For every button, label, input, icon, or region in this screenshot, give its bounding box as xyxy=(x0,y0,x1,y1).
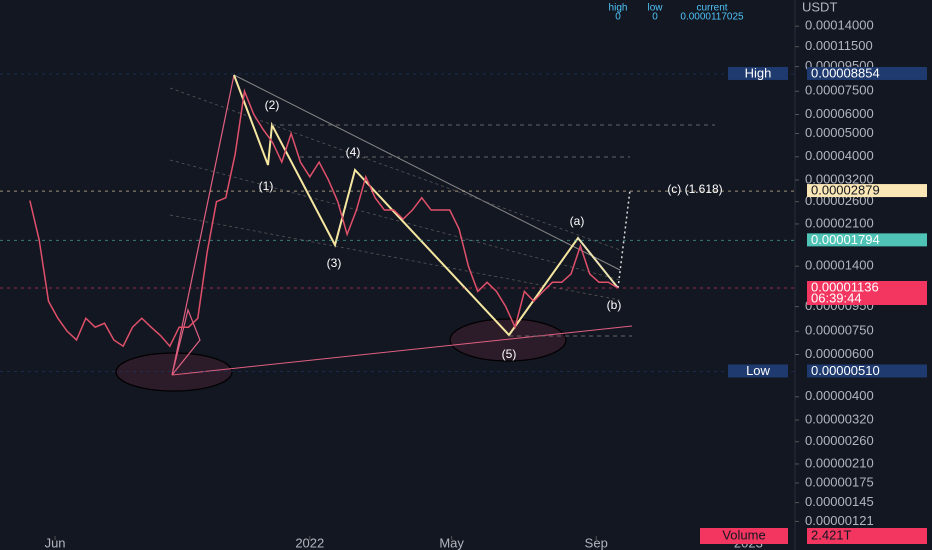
price-tag-label: 0.00001794 xyxy=(811,232,880,247)
channel-line xyxy=(169,87,621,251)
y-tick-label: 0.00000210 xyxy=(805,455,874,470)
x-tick-label: Jun xyxy=(45,535,66,550)
x-tick-label: 2022 xyxy=(295,535,324,550)
y-tick-label: 0.00003200 xyxy=(805,171,874,186)
y-tick-label: 0.00000400 xyxy=(805,388,874,403)
y-tick-label: 0.00001400 xyxy=(805,258,874,273)
price-tag xyxy=(807,184,927,198)
wave-label: (5) xyxy=(502,347,517,361)
wave-label: (1) xyxy=(259,179,274,193)
header-label: high xyxy=(609,3,628,14)
projection-line xyxy=(617,189,631,289)
wave-label: (4) xyxy=(346,145,361,159)
price-tag xyxy=(807,233,927,247)
price-tag-label: 0.00001136 xyxy=(811,279,879,294)
countdown: 06:39:44 xyxy=(811,290,862,305)
y-tick-label: 0.00014000 xyxy=(805,18,874,33)
wave-label: (a) xyxy=(570,214,585,228)
y-tick-label: 0.00011500 xyxy=(805,38,873,53)
price-tag xyxy=(807,364,927,378)
y-tick-label: 0.00000121 xyxy=(805,513,874,528)
wave-label: (b) xyxy=(607,298,622,312)
price-tag-label: 0.00002879 xyxy=(811,183,880,198)
price-tag-label: 0.00008854 xyxy=(811,65,880,80)
header-value: 0.0000117025 xyxy=(680,12,744,23)
x-tick-label: Sep xyxy=(585,535,608,550)
volume-value-box xyxy=(807,528,927,544)
tag-name-box xyxy=(728,66,788,80)
trend-line xyxy=(171,325,633,376)
wave-line xyxy=(233,74,619,337)
y-tick-label: 0.00000260 xyxy=(805,433,874,448)
price-tag xyxy=(807,66,927,80)
tag-name: Low xyxy=(746,363,770,378)
channel-line xyxy=(169,214,621,301)
price-line xyxy=(29,88,619,348)
axis-unit: USDT xyxy=(802,0,837,14)
y-tick-label: 0.00000320 xyxy=(805,412,874,427)
volume-name: Volume xyxy=(722,527,765,542)
volume-value: 2.421T xyxy=(811,527,852,542)
trend-line xyxy=(233,74,621,271)
wave-label: (2) xyxy=(265,98,280,112)
y-tick-label: 0.00000145 xyxy=(805,494,874,509)
y-tick-label: 0.00000600 xyxy=(805,346,874,361)
low-circle xyxy=(449,318,567,362)
header-label: low xyxy=(647,3,663,14)
y-tick-label: 0.00000750 xyxy=(805,323,874,338)
header-label: current xyxy=(696,3,727,14)
wave-label: (3) xyxy=(327,256,342,270)
y-tick-label: 0.00002100 xyxy=(805,215,874,230)
wave-drawing xyxy=(115,74,715,392)
wave-label: (c) (1.618) xyxy=(667,182,722,196)
volume-name-box xyxy=(700,528,788,544)
projection-line xyxy=(577,237,619,289)
y-tick-label: 0.00000175 xyxy=(805,474,874,489)
header-value: 0 xyxy=(652,12,658,23)
y-tick-label: 0.00006000 xyxy=(805,106,874,121)
x-tick-label: May xyxy=(439,535,464,550)
y-tick-label: 0.00005000 xyxy=(805,125,874,140)
y-tick-label: 0.00004000 xyxy=(805,148,874,163)
price-tag-label: 0.00000510 xyxy=(811,363,880,378)
impulse-line xyxy=(171,74,235,376)
tag-name: High xyxy=(745,65,772,80)
tag-name-box xyxy=(728,364,788,378)
y-tick-label: 0.00007500 xyxy=(805,83,874,98)
price-tag xyxy=(807,280,927,305)
header-value: 0 xyxy=(615,12,621,23)
